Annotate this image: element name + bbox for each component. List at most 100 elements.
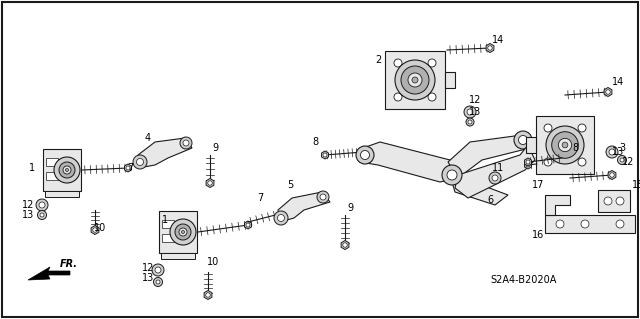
Polygon shape xyxy=(545,195,570,215)
Circle shape xyxy=(408,73,422,87)
Circle shape xyxy=(606,146,618,158)
Polygon shape xyxy=(448,135,530,178)
Text: 13: 13 xyxy=(469,107,481,117)
Text: 15: 15 xyxy=(632,180,640,190)
Circle shape xyxy=(323,153,327,157)
Circle shape xyxy=(616,197,624,205)
Polygon shape xyxy=(204,291,212,300)
Circle shape xyxy=(526,160,530,164)
Circle shape xyxy=(175,224,191,240)
Circle shape xyxy=(578,158,586,166)
Circle shape xyxy=(428,59,436,67)
Bar xyxy=(162,234,174,242)
Text: 12: 12 xyxy=(622,157,634,167)
Text: 14: 14 xyxy=(612,77,624,87)
Circle shape xyxy=(609,149,615,155)
Circle shape xyxy=(394,59,402,67)
Text: 7: 7 xyxy=(127,163,133,173)
Circle shape xyxy=(610,173,614,177)
Circle shape xyxy=(154,278,163,286)
Text: 9: 9 xyxy=(347,203,353,213)
Bar xyxy=(536,116,594,174)
Circle shape xyxy=(544,158,552,166)
Circle shape xyxy=(360,151,369,160)
Circle shape xyxy=(320,194,326,200)
Polygon shape xyxy=(455,145,535,198)
Text: 7: 7 xyxy=(257,193,263,203)
Circle shape xyxy=(93,228,97,232)
Circle shape xyxy=(395,60,435,100)
Polygon shape xyxy=(91,226,99,234)
Circle shape xyxy=(293,208,297,212)
Text: 13: 13 xyxy=(612,147,624,157)
Text: FR.: FR. xyxy=(60,259,78,269)
Circle shape xyxy=(468,120,472,124)
Polygon shape xyxy=(125,164,131,172)
Text: 10: 10 xyxy=(94,223,106,233)
Text: 16: 16 xyxy=(532,230,544,240)
Circle shape xyxy=(59,162,75,178)
Text: 17: 17 xyxy=(532,180,544,190)
Circle shape xyxy=(65,168,68,172)
Circle shape xyxy=(274,211,288,225)
Text: 4: 4 xyxy=(145,133,151,143)
Circle shape xyxy=(464,106,476,118)
Polygon shape xyxy=(525,161,531,169)
Circle shape xyxy=(466,118,474,126)
Circle shape xyxy=(394,93,402,101)
Polygon shape xyxy=(608,170,616,180)
Text: 10: 10 xyxy=(207,257,219,267)
Text: 12: 12 xyxy=(142,263,154,273)
Text: 1: 1 xyxy=(162,215,168,225)
Circle shape xyxy=(544,124,552,132)
Circle shape xyxy=(546,126,584,164)
Circle shape xyxy=(442,165,462,185)
Polygon shape xyxy=(278,192,330,222)
Text: 5: 5 xyxy=(287,180,293,190)
Polygon shape xyxy=(525,158,531,166)
Bar xyxy=(445,72,455,88)
Circle shape xyxy=(489,172,501,184)
Circle shape xyxy=(39,202,45,208)
Polygon shape xyxy=(604,87,612,97)
Circle shape xyxy=(488,46,492,50)
Circle shape xyxy=(526,163,530,167)
Bar xyxy=(43,149,81,191)
Text: S2A4-B2020A: S2A4-B2020A xyxy=(490,275,556,285)
Circle shape xyxy=(562,142,568,148)
Text: 11: 11 xyxy=(492,163,504,173)
Polygon shape xyxy=(28,267,70,280)
Circle shape xyxy=(136,159,143,166)
Text: 1: 1 xyxy=(29,163,35,173)
Circle shape xyxy=(170,219,196,245)
Text: 12: 12 xyxy=(469,95,481,105)
Polygon shape xyxy=(341,241,349,249)
Text: 8: 8 xyxy=(312,137,318,147)
Polygon shape xyxy=(450,175,508,205)
Text: 9: 9 xyxy=(212,143,218,153)
Circle shape xyxy=(63,166,71,174)
Polygon shape xyxy=(486,43,494,53)
Text: 6: 6 xyxy=(487,195,493,205)
Bar xyxy=(545,215,635,233)
Polygon shape xyxy=(360,142,458,182)
Circle shape xyxy=(156,280,160,284)
Circle shape xyxy=(581,220,589,228)
Circle shape xyxy=(183,140,189,146)
Circle shape xyxy=(246,223,250,227)
Circle shape xyxy=(578,124,586,132)
Bar xyxy=(161,253,195,259)
Bar xyxy=(526,137,536,153)
Circle shape xyxy=(278,214,285,221)
Bar xyxy=(162,220,174,228)
Circle shape xyxy=(38,211,47,219)
Text: 13: 13 xyxy=(22,210,34,220)
Polygon shape xyxy=(206,179,214,188)
Circle shape xyxy=(556,220,564,228)
Text: 3: 3 xyxy=(619,143,625,153)
Bar xyxy=(46,158,58,166)
Circle shape xyxy=(401,66,429,94)
Bar xyxy=(45,191,79,197)
Circle shape xyxy=(40,213,44,217)
Circle shape xyxy=(343,243,348,247)
